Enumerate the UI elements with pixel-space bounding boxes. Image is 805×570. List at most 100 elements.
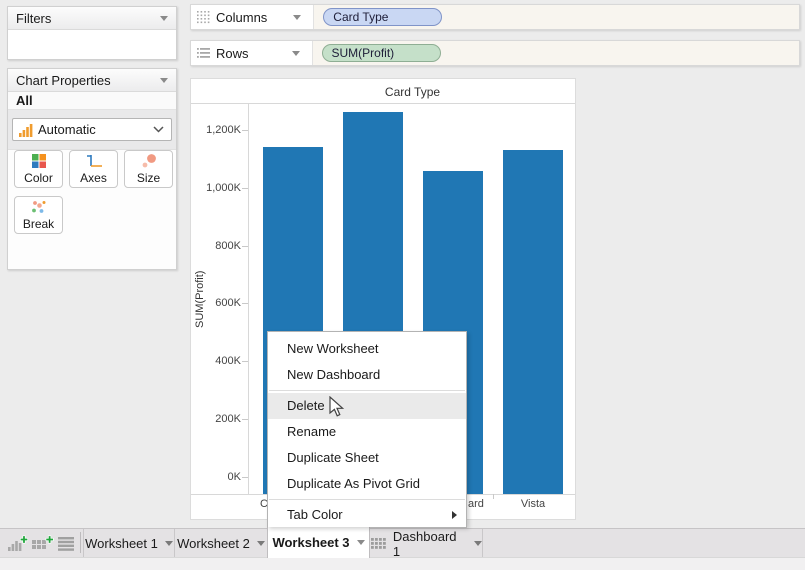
tab-label: Worksheet 3 — [272, 535, 350, 550]
filters-title: Filters — [16, 10, 52, 26]
x-category-label: C — [260, 498, 268, 510]
y-tick-mark — [242, 187, 248, 189]
y-tick-mark — [242, 419, 248, 421]
menu-item-tab-color[interactable]: Tab Color — [268, 502, 466, 527]
tab-worksheet-3-active[interactable]: Worksheet 3 — [267, 527, 370, 558]
tab-divider — [482, 529, 483, 558]
pill-sum-profit[interactable]: SUM(Profit) — [321, 44, 441, 62]
chart-properties-header[interactable]: Chart Properties — [8, 69, 176, 92]
menu-item-rename[interactable]: Rename — [287, 424, 337, 439]
menu-item-new-worksheet[interactable]: New Worksheet — [287, 341, 379, 356]
color-squares-icon — [31, 154, 46, 168]
tab-label: Dashboard 1 — [392, 528, 457, 559]
rows-dropdown-icon[interactable] — [291, 50, 300, 56]
x-tick-mark — [493, 494, 494, 499]
menu-item-duplicate-as-pivot-grid[interactable]: Duplicate As Pivot Grid — [287, 476, 420, 491]
status-strip — [0, 557, 805, 570]
axes-icon — [86, 155, 102, 167]
plot-border-top — [191, 103, 575, 104]
y-tick-mark — [242, 129, 248, 131]
columns-shelf-label: Columns — [216, 9, 268, 25]
mark-type-dropdown[interactable]: Automatic — [12, 118, 172, 141]
y-tick-mark — [242, 477, 248, 478]
worksheet-tab-context-menu: New Worksheet New Dashboard Delete Rename Du… — [267, 331, 467, 527]
rows-tray: SUM(Profit) — [312, 41, 799, 65]
rows-shelf: Rows SUM(Profit) — [190, 40, 800, 66]
columns-dropdown-icon[interactable] — [293, 14, 302, 20]
chart-properties-panel: Chart Properties All Automatic — [7, 68, 177, 270]
y-tick-label: 1,000K — [206, 181, 241, 194]
scope-row: All — [8, 92, 176, 110]
tab-menu-icon[interactable] — [356, 540, 365, 545]
color-button-label: Color — [24, 171, 53, 185]
context-menu-bottom-border — [370, 527, 467, 528]
size-button-label: Size — [136, 171, 161, 185]
tab-menu-icon[interactable] — [256, 541, 265, 546]
chart-title: Card Type — [384, 85, 441, 99]
y-tick-label: 0K — [227, 471, 241, 483]
new-worksheet-icon[interactable] — [8, 535, 28, 553]
x-category-label: Vista — [520, 498, 546, 510]
chart-properties-title: Chart Properties — [16, 72, 111, 88]
columns-tray: Card Type — [314, 5, 799, 29]
y-tick-mark — [242, 361, 248, 363]
x-category-label: ard — [468, 498, 484, 510]
rows-icon — [197, 48, 210, 58]
list-icon[interactable] — [58, 537, 75, 551]
color-button[interactable]: Color — [14, 150, 63, 188]
tab-divider — [83, 529, 84, 558]
submenu-arrow-icon — [452, 511, 457, 519]
menu-item-new-dashboard[interactable]: New Dashboard — [287, 367, 381, 382]
filters-panel-header[interactable]: Filters — [8, 7, 176, 30]
break-button-label: Break — [22, 217, 55, 231]
scope-label: All — [16, 93, 33, 108]
collapse-icon — [160, 77, 168, 83]
break-dots-icon — [32, 201, 46, 213]
mark-type-value: Automatic — [38, 122, 96, 137]
new-dashboard-icon[interactable] — [32, 535, 54, 553]
chevron-down-icon — [153, 126, 164, 133]
mouse-cursor — [329, 396, 345, 417]
rows-shelf-label: Rows — [216, 45, 249, 61]
shelf-divider — [313, 5, 315, 29]
tab-menu-icon[interactable] — [474, 541, 482, 546]
toolbar-separator — [80, 532, 81, 553]
y-tick-label: 600K — [215, 297, 241, 310]
mark-type-strip: Automatic — [8, 110, 176, 150]
menu-separator — [269, 499, 465, 500]
columns-shelf: Columns Card Type — [190, 4, 800, 30]
pill-card-type[interactable]: Card Type — [323, 8, 443, 26]
tab-divider — [174, 529, 175, 558]
menu-item-duplicate-sheet[interactable]: Duplicate Sheet — [287, 450, 379, 465]
menu-item-delete[interactable]: Delete — [268, 393, 466, 419]
y-tick-label: 200K — [215, 413, 241, 426]
size-circles-icon — [142, 154, 156, 168]
y-tick-label: 400K — [215, 355, 241, 368]
bar-chart-icon — [19, 123, 33, 137]
y-tick-mark — [242, 303, 248, 305]
tab-label: Worksheet 1 — [85, 536, 158, 551]
collapse-icon — [160, 15, 168, 21]
axes-button[interactable]: Axes — [69, 150, 118, 188]
filters-content — [8, 30, 176, 60]
tab-dashboard-1[interactable]: Dashboard 1 — [371, 528, 482, 559]
tab-worksheet-1[interactable]: Worksheet 1 — [84, 529, 174, 558]
menu-separator — [269, 390, 465, 391]
size-button[interactable]: Size — [124, 150, 173, 188]
bar-mark-3[interactable] — [503, 149, 563, 494]
filters-panel: Filters — [7, 6, 177, 60]
sheet-tab-bar: Worksheet 1 Worksheet 2 Dashboard 1 — [0, 528, 805, 559]
y-tick-label: 800K — [215, 239, 241, 252]
break-button[interactable]: Break — [14, 196, 63, 234]
tab-label: Worksheet 2 — [177, 536, 250, 551]
y-tick-mark — [242, 245, 248, 247]
tab-menu-icon[interactable] — [164, 541, 173, 546]
columns-icon — [197, 11, 210, 24]
y-tick-label: 1,200K — [206, 123, 241, 136]
axes-button-label: Axes — [80, 171, 107, 185]
dashboard-grid-icon — [371, 537, 386, 549]
shelf-divider — [311, 41, 313, 65]
tab-worksheet-2[interactable]: Worksheet 2 — [176, 529, 266, 558]
y-axis-line — [248, 103, 249, 495]
